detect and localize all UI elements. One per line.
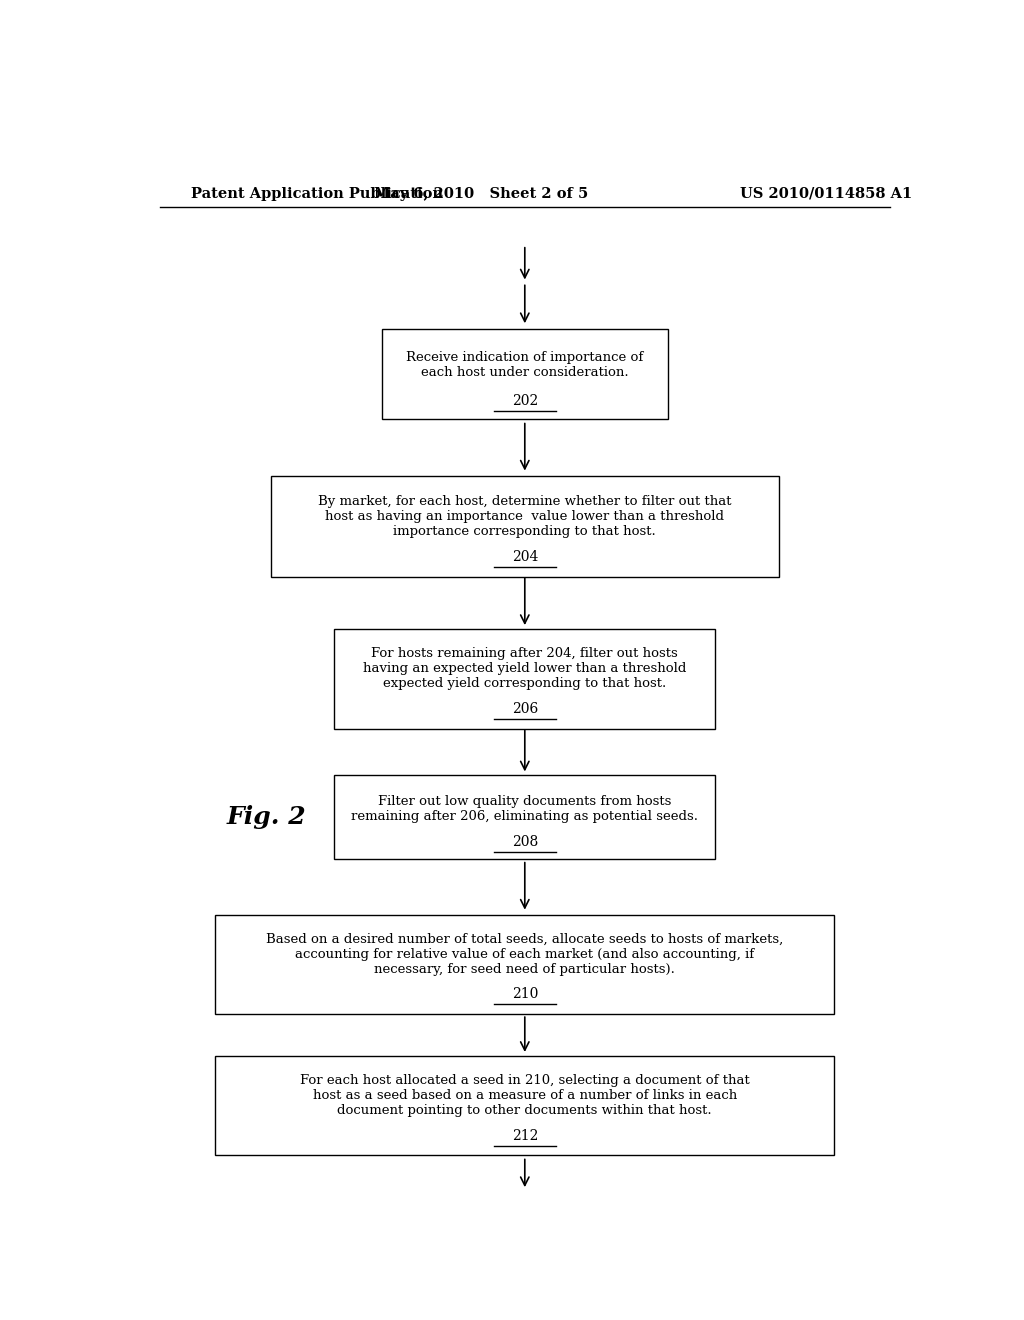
Text: Based on a desired number of total seeds, allocate seeds to hosts of markets,
ac: Based on a desired number of total seeds… <box>266 933 783 975</box>
Text: 206: 206 <box>512 702 538 715</box>
Bar <box>215 1056 835 1155</box>
Text: 208: 208 <box>512 836 538 849</box>
Text: May 6, 2010   Sheet 2 of 5: May 6, 2010 Sheet 2 of 5 <box>374 187 588 201</box>
Text: Receive indication of importance of
each host under consideration.: Receive indication of importance of each… <box>407 351 643 379</box>
Bar <box>334 775 715 859</box>
Bar <box>382 329 668 418</box>
Text: 202: 202 <box>512 393 538 408</box>
Text: Patent Application Publication: Patent Application Publication <box>191 187 443 201</box>
Text: For hosts remaining after 204, filter out hosts
having an expected yield lower t: For hosts remaining after 204, filter ou… <box>364 647 686 690</box>
Text: 204: 204 <box>512 550 538 564</box>
Text: Fig. 2: Fig. 2 <box>227 805 307 829</box>
Bar <box>215 915 835 1014</box>
Text: Filter out low quality documents from hosts
remaining after 206, eliminating as : Filter out low quality documents from ho… <box>351 795 698 822</box>
Bar <box>334 630 715 729</box>
Bar <box>270 475 779 577</box>
Text: US 2010/0114858 A1: US 2010/0114858 A1 <box>740 187 912 201</box>
Text: By market, for each host, determine whether to filter out that
host as having an: By market, for each host, determine whet… <box>318 495 731 537</box>
Text: 212: 212 <box>512 1129 538 1143</box>
Text: For each host allocated a seed in 210, selecting a document of that
host as a se: For each host allocated a seed in 210, s… <box>300 1074 750 1117</box>
Text: 210: 210 <box>512 987 538 1002</box>
